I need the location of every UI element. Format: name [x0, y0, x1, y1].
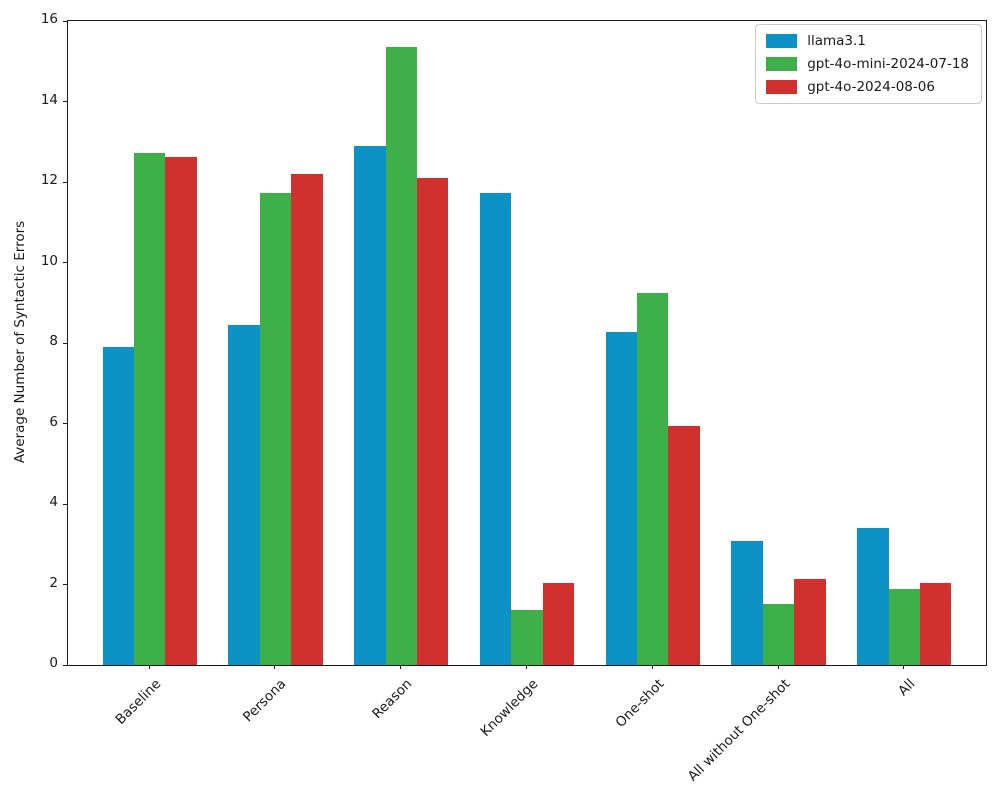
y-tick-label: 4 [49, 494, 58, 510]
bar-llama3.1-All without One-shot [731, 540, 763, 665]
y-tick-mark [63, 20, 67, 22]
y-tick-mark [63, 262, 67, 263]
x-tick-mark [903, 665, 905, 669]
x-tick-mark [148, 665, 150, 669]
bar-gpt-4o-2024-08-06-Reason [416, 177, 449, 665]
bar-llama3.1-One-shot [605, 332, 638, 665]
x-tick-mark [526, 665, 527, 669]
legend-swatch-icon [766, 57, 798, 71]
bar-llama3.1-Knowledge [479, 193, 512, 665]
bar-gpt-4o-mini-2024-07-18-All without One-shot [762, 604, 795, 665]
bar-llama3.1-All [857, 528, 889, 665]
y-tick-mark [63, 101, 67, 102]
legend-label: gpt-4o-mini-2024-07-18 [807, 56, 969, 72]
legend-item: gpt-4o-2024-08-06 [766, 79, 969, 95]
x-tick-mark [651, 665, 653, 669]
y-tick-mark [63, 181, 67, 183]
y-tick-label: 16 [40, 11, 58, 27]
y-tick-label: 14 [40, 91, 58, 108]
legend: llama3.1 gpt-4o-mini-2024-07-18 gpt-4o-202… [755, 24, 982, 104]
legend-swatch-icon [766, 34, 798, 48]
bar-gpt-4o-mini-2024-07-18-Reason [385, 47, 417, 665]
bar-gpt-4o-mini-2024-07-18-All [888, 588, 920, 665]
y-tick-label: 0 [49, 655, 58, 671]
bar-gpt-4o-2024-08-06-All without One-shot [794, 579, 826, 665]
x-tick-mark [777, 665, 779, 669]
x-tick-label-All: All [895, 676, 919, 700]
bar-gpt-4o-mini-2024-07-18-Knowledge [511, 610, 543, 665]
bar-llama3.1-Persona [228, 324, 260, 665]
y-tick-label: 8 [49, 333, 58, 349]
y-tick-mark [63, 584, 67, 585]
y-tick-label: 12 [40, 172, 58, 188]
y-tick-label: 2 [49, 574, 58, 591]
x-tick-label-Knowledge: Knowledge [477, 676, 542, 740]
x-tick-label-All without One-shot: All without One-shot [684, 676, 793, 785]
y-tick-mark [63, 342, 67, 344]
bar-llama3.1-Baseline [102, 347, 135, 665]
bar-gpt-4o-mini-2024-07-18-Baseline [134, 153, 166, 665]
x-tick-label-Persona: Persona [240, 676, 290, 726]
bar-gpt-4o-2024-08-06-All [919, 583, 952, 665]
legend-swatch-icon [766, 80, 798, 94]
y-tick-mark [63, 423, 67, 424]
x-tick-label-One-shot: One-shot [612, 676, 668, 731]
y-tick-label: 6 [49, 413, 58, 430]
x-tick-mark [400, 665, 402, 669]
bar-gpt-4o-2024-08-06-One-shot [668, 426, 700, 665]
bar-gpt-4o-mini-2024-07-18-One-shot [637, 292, 669, 665]
legend-item: llama3.1 [766, 33, 969, 49]
bar-gpt-4o-2024-08-06-Baseline [165, 156, 197, 665]
bar-gpt-4o-2024-08-06-Knowledge [542, 582, 575, 665]
x-tick-mark [274, 665, 276, 669]
legend-label: llama3.1 [807, 33, 866, 49]
bar-llama3.1-Reason [354, 146, 386, 665]
x-tick-label-Reason: Reason [369, 676, 416, 723]
x-tick-label-Baseline: Baseline [112, 676, 165, 728]
y-tick-mark [63, 664, 67, 666]
legend-label: gpt-4o-2024-08-06 [807, 79, 935, 95]
legend-item: gpt-4o-mini-2024-07-18 [766, 56, 969, 72]
y-tick-mark [63, 503, 67, 505]
bar-gpt-4o-2024-08-06-Persona [291, 174, 323, 665]
plot-area: llama3.1 gpt-4o-mini-2024-07-18 gpt-4o-202… [63, 20, 987, 666]
bar-gpt-4o-mini-2024-07-18-Persona [259, 193, 292, 665]
y-tick-label: 10 [40, 252, 58, 269]
